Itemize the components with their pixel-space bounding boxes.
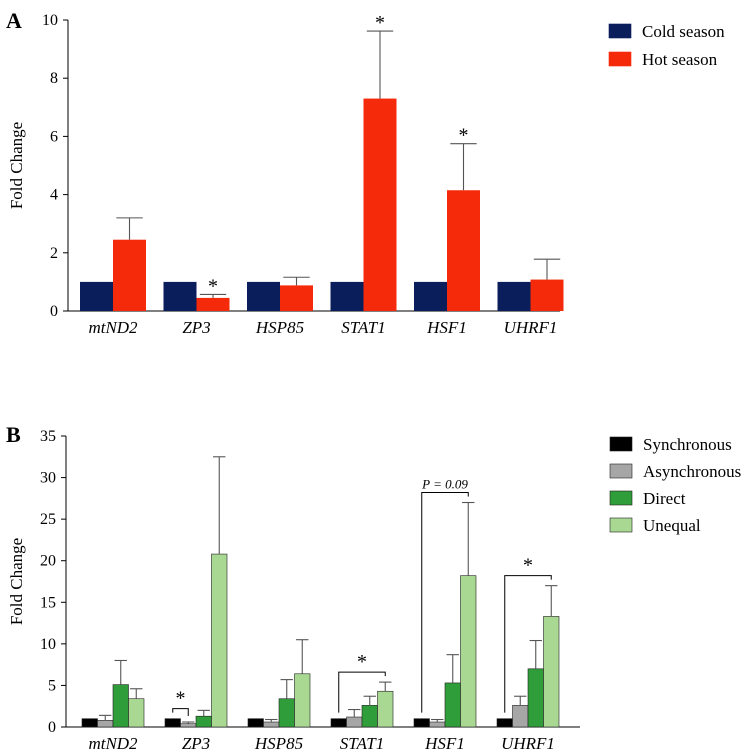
significance-marker: * xyxy=(459,125,469,147)
y-axis-label: Fold Change xyxy=(7,122,26,209)
significance-bracket xyxy=(504,575,552,713)
bar xyxy=(81,718,98,728)
bar xyxy=(163,281,197,311)
legend-swatch xyxy=(609,463,633,479)
x-tick-label: mtND2 xyxy=(88,734,138,753)
y-tick-label: 25 xyxy=(40,511,56,528)
bar xyxy=(330,281,364,311)
legend-label: Hot season xyxy=(642,50,718,69)
bar xyxy=(195,715,212,728)
bar xyxy=(447,190,480,311)
bar xyxy=(247,718,264,728)
significance-marker: * xyxy=(357,651,367,673)
bar xyxy=(164,718,181,728)
x-tick-label: HSP85 xyxy=(254,734,303,753)
bar xyxy=(211,553,228,728)
bar xyxy=(530,279,564,311)
bar xyxy=(97,720,114,728)
legend-swatch xyxy=(609,490,633,506)
y-tick-label: 35 xyxy=(40,428,56,445)
y-tick-label: 0 xyxy=(48,719,56,736)
p-value-label: P = 0.09 xyxy=(421,477,468,492)
legend-swatch xyxy=(608,23,632,39)
legend-label: Synchronous xyxy=(643,435,732,454)
bar xyxy=(113,239,146,311)
y-axis-label: Fold Change xyxy=(7,538,26,625)
y-tick-label: 20 xyxy=(40,553,56,570)
y-tick-label: 30 xyxy=(40,470,56,487)
bar xyxy=(460,575,477,728)
x-tick-label: UHRF1 xyxy=(501,734,555,753)
significance-marker: * xyxy=(176,688,186,710)
chart-a: 0 2 4 6 8 10 Fold Change mtND2 ZP3 HSP85 STAT1 HSF1… xyxy=(7,12,725,337)
legend-swatch xyxy=(609,517,633,533)
panel-label-b: B xyxy=(6,422,21,447)
y-tick-label: 10 xyxy=(40,636,56,653)
bar xyxy=(512,705,529,728)
x-tick-label: HSF1 xyxy=(424,734,465,753)
y-tick-label: 0 xyxy=(50,303,58,320)
y-tick-label: 4 xyxy=(50,187,58,204)
y-tick-label: 15 xyxy=(40,594,56,611)
x-tick-label: ZP3 xyxy=(182,318,210,337)
x-tick-label: STAT1 xyxy=(340,734,384,753)
legend-label: Cold season xyxy=(642,22,725,41)
bar xyxy=(363,98,397,311)
y-tick-label: 2 xyxy=(50,245,58,262)
bar xyxy=(278,698,295,728)
significance-marker: * xyxy=(523,555,533,577)
bar xyxy=(496,718,513,728)
y-tick-label: 8 xyxy=(50,70,58,87)
significance-bracket xyxy=(338,671,386,713)
bar xyxy=(414,281,447,311)
bar xyxy=(361,705,378,728)
bar xyxy=(413,718,430,728)
bar xyxy=(497,281,531,311)
bar xyxy=(80,281,113,311)
bar xyxy=(527,668,544,728)
bar xyxy=(263,721,280,728)
legend-swatch xyxy=(608,51,632,67)
significance-marker: * xyxy=(208,275,218,297)
bar xyxy=(444,682,461,728)
legend-label: Unequal xyxy=(643,516,701,535)
significance-bracket xyxy=(172,708,189,717)
bar xyxy=(543,616,560,728)
bar xyxy=(280,285,313,311)
bar xyxy=(112,684,129,728)
legend-label: Direct xyxy=(643,489,686,508)
legend-label: Asynchronous xyxy=(643,462,741,481)
bar xyxy=(247,281,280,311)
chart-b: 0 5 10 15 20 25 30 35 Fold Change mtND2 ZP3 HSP85 ST… xyxy=(7,428,741,753)
y-tick-label: 5 xyxy=(48,677,56,694)
bar xyxy=(128,698,145,728)
x-tick-label: mtND2 xyxy=(88,318,138,337)
x-tick-label: HSF1 xyxy=(426,318,467,337)
bar xyxy=(330,718,347,728)
bar xyxy=(196,297,230,311)
bar xyxy=(377,690,394,728)
bar xyxy=(346,716,363,728)
x-tick-label: HSP85 xyxy=(255,318,304,337)
bar xyxy=(294,673,311,728)
y-tick-label: 10 xyxy=(42,12,58,29)
x-tick-label: UHRF1 xyxy=(504,318,558,337)
bar xyxy=(429,721,446,728)
significance-bracket xyxy=(421,492,469,713)
legend-swatch xyxy=(609,436,633,452)
x-tick-label: STAT1 xyxy=(341,318,385,337)
y-tick-label: 6 xyxy=(50,128,58,145)
bar xyxy=(180,723,197,728)
significance-marker: * xyxy=(375,12,385,34)
panel-label-a: A xyxy=(6,8,22,33)
x-tick-label: ZP3 xyxy=(182,734,210,753)
